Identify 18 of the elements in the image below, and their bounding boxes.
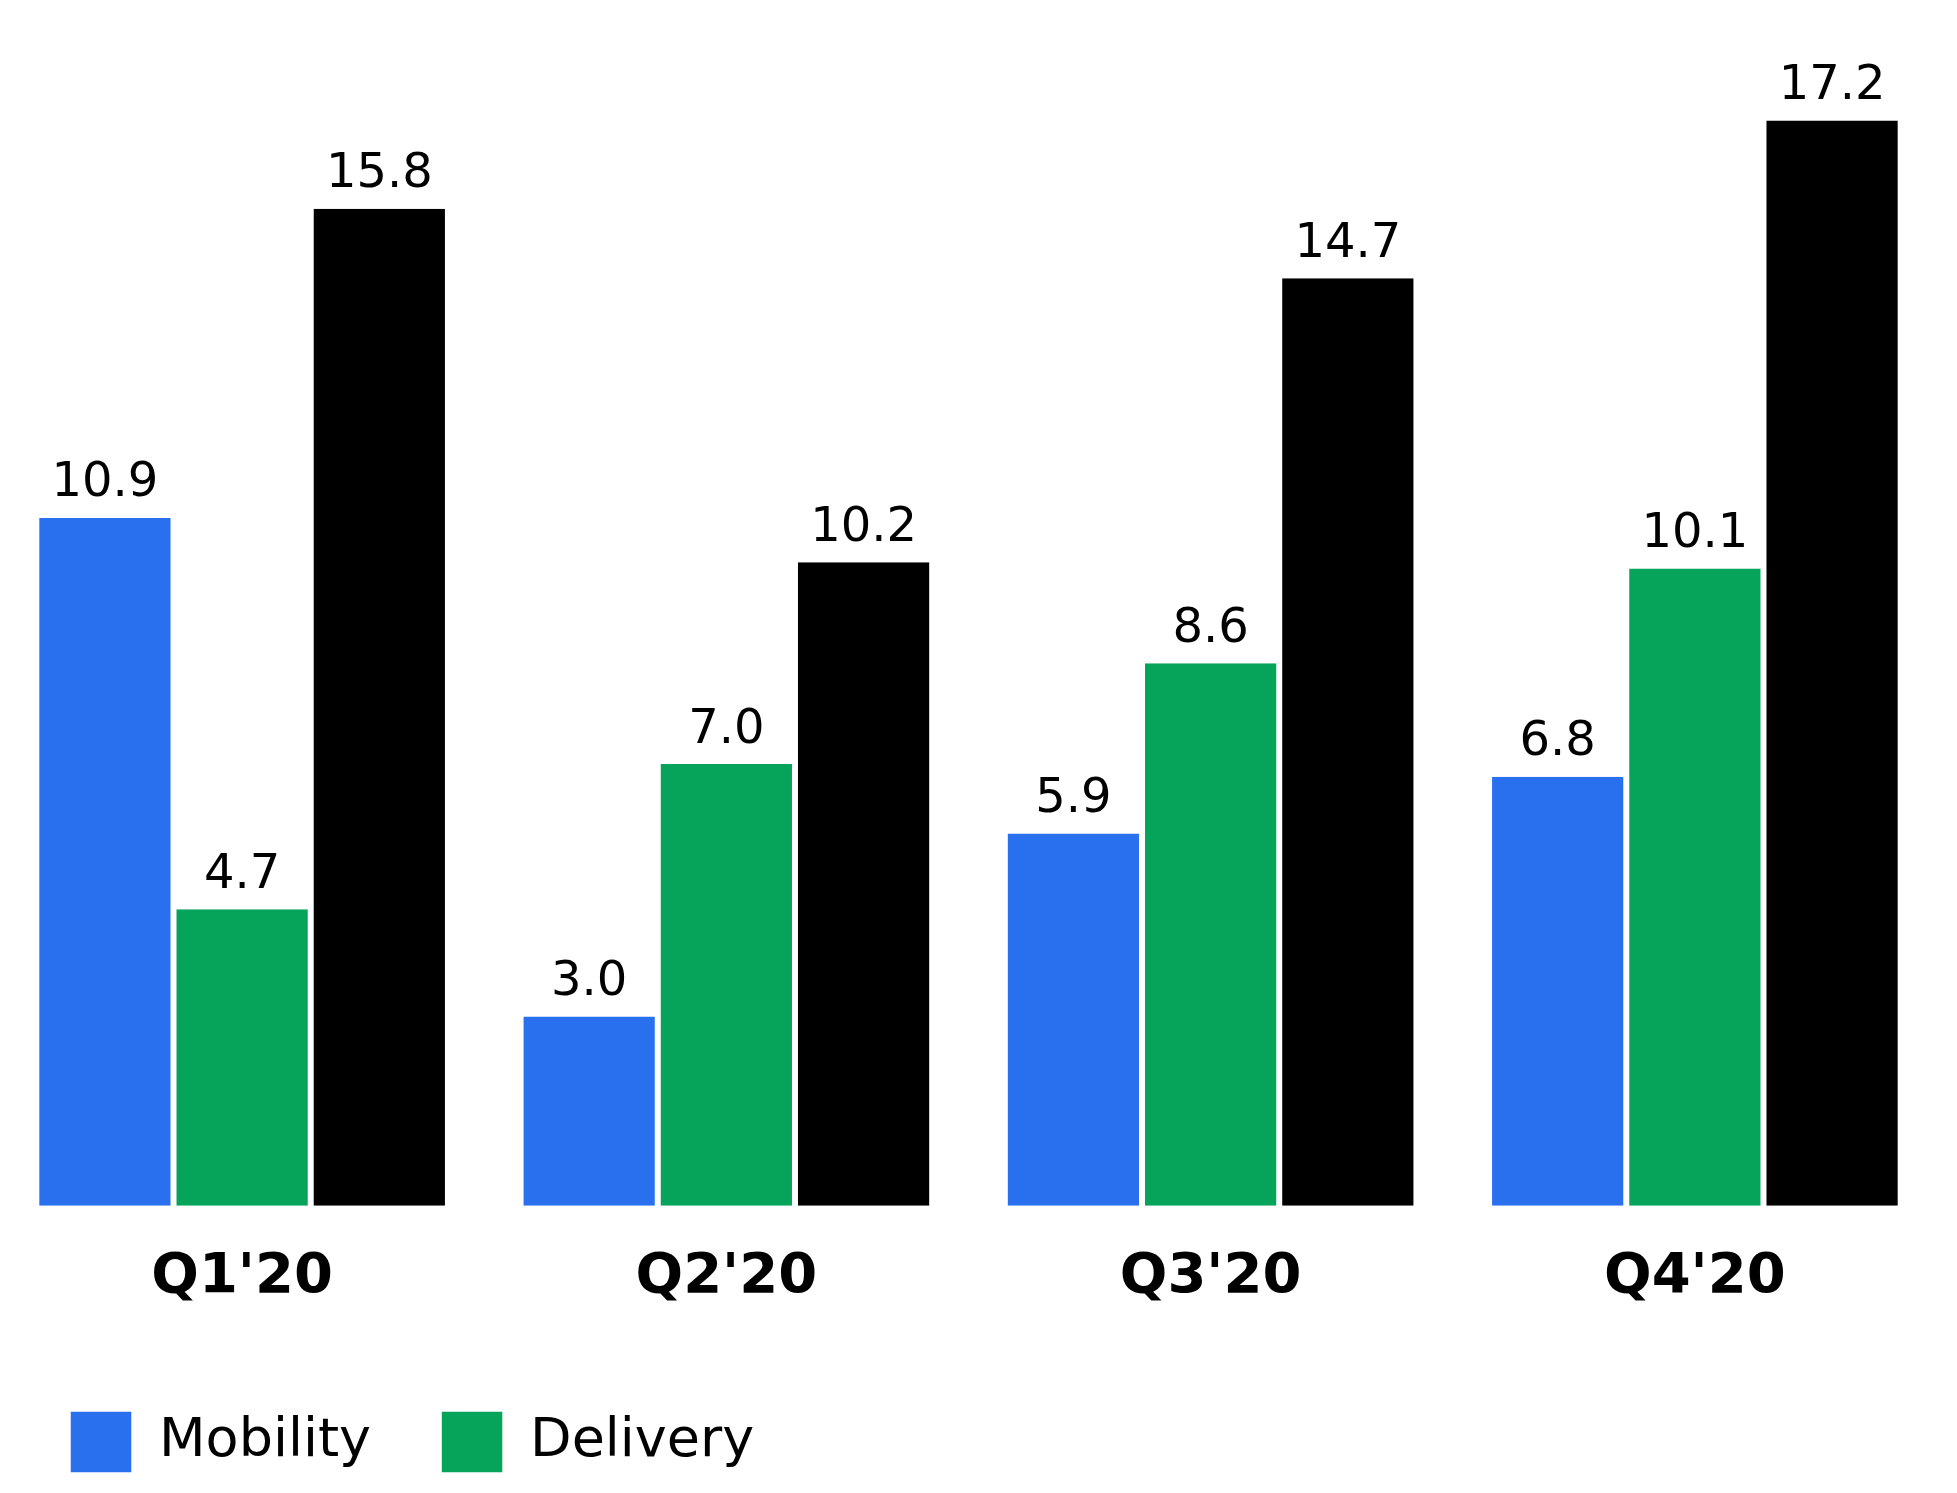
data-label: 10.2 xyxy=(810,495,918,552)
legend-label: Mobility xyxy=(159,1406,372,1470)
data-label: 10.9 xyxy=(51,451,159,508)
data-label: 10.1 xyxy=(1641,501,1749,558)
data-label: 6.8 xyxy=(1519,710,1596,767)
x-tick-label: Q1'20 xyxy=(151,1239,333,1305)
data-label: 14.7 xyxy=(1294,211,1402,268)
data-label: 4.7 xyxy=(203,842,281,899)
data-label: 7.0 xyxy=(688,697,765,754)
data-label: 8.6 xyxy=(1172,596,1249,653)
data-label: 15.8 xyxy=(325,142,433,199)
data-label: 17.2 xyxy=(1778,53,1886,110)
x-tick-label: Q3'20 xyxy=(1119,1239,1302,1305)
legend-label: Delivery xyxy=(530,1406,755,1470)
x-tick-label: Q4'20 xyxy=(1604,1239,1786,1305)
data-label: 3.0 xyxy=(551,949,628,1006)
x-tick-label: Q2'20 xyxy=(635,1239,818,1305)
data-label: 5.9 xyxy=(1035,766,1112,823)
